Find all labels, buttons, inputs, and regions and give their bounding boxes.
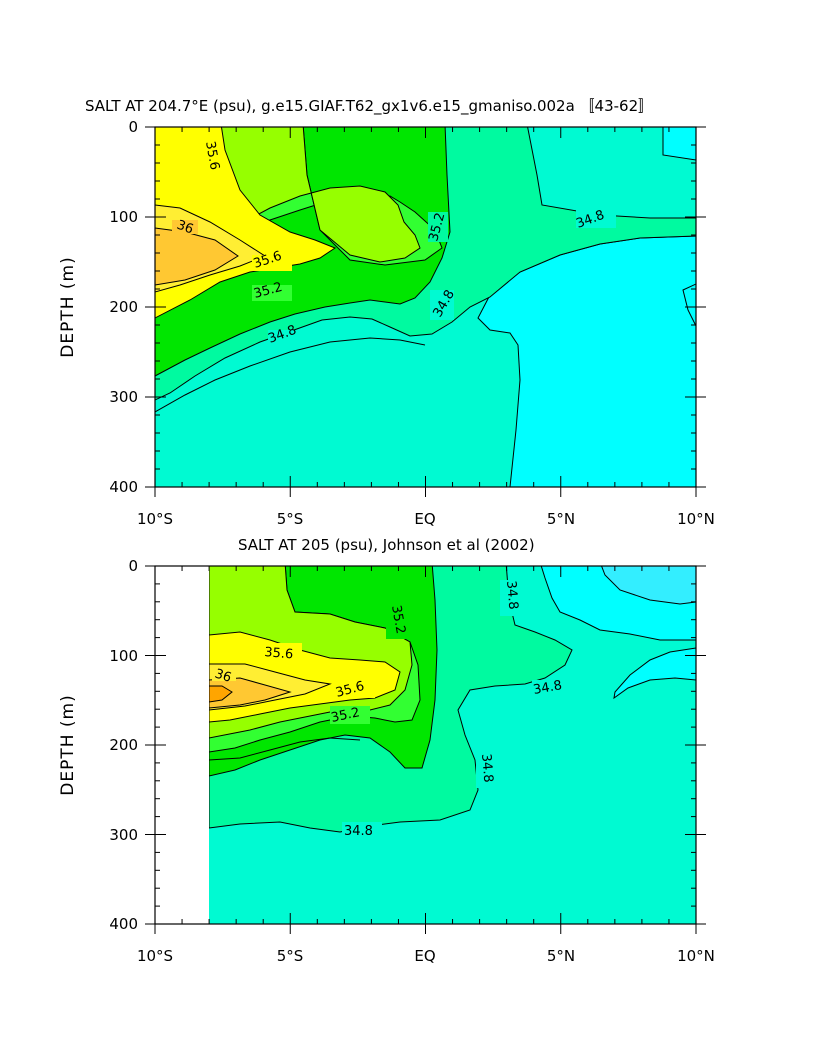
contour-label: 34.8 (478, 753, 495, 783)
y-tick-label: 0 (128, 118, 138, 136)
contour-label: 35.6 (202, 140, 222, 171)
x-tick-label: 5°N (547, 510, 575, 528)
x-tick-label: 10°N (677, 947, 715, 965)
panel-model: SALT AT 204.7°E (psu), g.e15.GIAF.T62_gx… (58, 97, 715, 528)
y-tick-label: 100 (109, 647, 138, 665)
contour-label: 35.2 (388, 604, 408, 635)
salinity-band-below-34.6 (662, 127, 696, 161)
contour-label: 36 (175, 218, 196, 238)
contour-label: 35.2 (330, 705, 361, 726)
contour-label: 35.6 (334, 679, 366, 701)
contour-line (155, 337, 426, 413)
axis-ticks (145, 126, 706, 497)
y-tick-label: 300 (109, 826, 138, 844)
axis-ticks (145, 565, 706, 934)
contour-label: 34.8 (503, 580, 520, 610)
y-tick-label: 400 (109, 478, 138, 496)
x-tick-label: 5°S (277, 947, 304, 965)
salinity-band-36.0-36.2 (209, 677, 292, 709)
contour-labels: 35.6 36 35.6 35.2 34.8 35.2 34.8 34.8 (172, 140, 616, 347)
contour-line (209, 737, 361, 761)
x-tick-label: 10°S (137, 510, 173, 528)
panel-observed: SALT AT 205 (psu), Johnson et al (2002) (58, 536, 715, 965)
contour-labels: 35.6 36 35.6 35.2 35.2 34.8 34.8 34.8 34… (212, 580, 572, 839)
contour-fill (209, 566, 696, 924)
contour-label: 34.8 (532, 678, 563, 698)
contour-label: 35.2 (252, 280, 284, 302)
salinity-band-below-34.6 (613, 647, 696, 700)
y-axis-label: DEPTH (m) (58, 694, 78, 795)
salinity-band-36.0-36.2 (209, 685, 233, 703)
y-tick-label: 300 (109, 388, 138, 406)
panel-title: SALT AT 204.7°E (psu), g.e15.GIAF.T62_gx… (85, 97, 653, 116)
x-tick-label: 10°N (677, 510, 715, 528)
y-tick-label: 100 (109, 208, 138, 226)
y-tick-label: 200 (109, 298, 138, 316)
salinity-band-below-34.6 (601, 566, 696, 605)
x-tick-label: EQ (414, 510, 435, 528)
contour-label: 34.8 (344, 824, 373, 839)
y-tick-label: 400 (109, 915, 138, 933)
y-tick-label: 200 (109, 736, 138, 754)
x-tick-label: 10°S (137, 947, 173, 965)
y-axis-label: DEPTH (m) (58, 256, 78, 357)
x-tick-label: 5°N (547, 947, 575, 965)
contour-fill (155, 127, 696, 487)
contour-label: 35.6 (264, 645, 294, 662)
contour-label: 36 (213, 667, 233, 686)
panel-title: SALT AT 205 (psu), Johnson et al (2002) (238, 536, 535, 554)
y-tick-label: 0 (128, 557, 138, 575)
x-tick-label: 5°S (277, 510, 304, 528)
contour-line (682, 283, 696, 327)
contour-label: 35.2 (426, 211, 448, 243)
x-tick-label: EQ (414, 947, 435, 965)
